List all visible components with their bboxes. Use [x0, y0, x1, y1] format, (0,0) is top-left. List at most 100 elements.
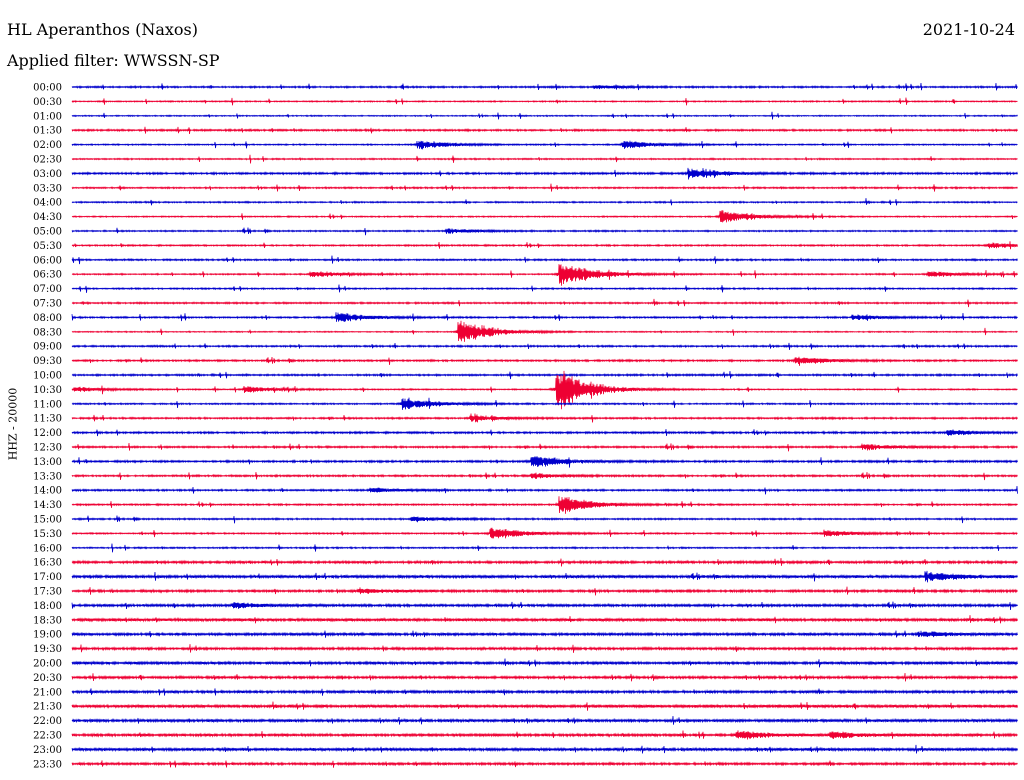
- row-time-label: 10:00: [33, 371, 62, 382]
- row-time-label: 21:00: [33, 687, 62, 698]
- trace-line: [71, 586, 1018, 596]
- trace-line: [71, 356, 1018, 366]
- row-time-label: 10:30: [33, 385, 62, 396]
- trace-line: [71, 688, 1018, 696]
- row-time-label: 02:30: [33, 155, 62, 166]
- trace-line: [71, 264, 1018, 286]
- trace-line: [71, 570, 1018, 583]
- trace-line: [71, 658, 1018, 668]
- row-time-label: 07:00: [33, 284, 62, 295]
- row-time-label: 23:00: [33, 745, 62, 756]
- row-time-label: 14:00: [33, 486, 62, 497]
- trace-line: [71, 701, 1018, 711]
- row-time-label: 19:30: [33, 644, 62, 655]
- trace-line: [71, 371, 1018, 380]
- row-time-label: 19:00: [33, 630, 62, 641]
- row-time-label: 11:30: [33, 414, 62, 425]
- trace-line: [71, 241, 1018, 250]
- trace-line: [71, 227, 1018, 236]
- row-time-label: 15:00: [33, 515, 62, 526]
- trace-line: [71, 97, 1018, 106]
- date-label: 2021-10-24: [922, 20, 1015, 39]
- row-time-label: 08:30: [33, 327, 62, 338]
- trace-line: [71, 543, 1018, 553]
- row-time-label: 05:00: [33, 227, 62, 238]
- trace-line: [71, 558, 1018, 567]
- row-time-label: 14:30: [33, 500, 62, 511]
- row-time-label: 13:30: [33, 471, 62, 482]
- trace-line: [71, 601, 1018, 611]
- trace-line: [71, 126, 1018, 135]
- trace-line: [71, 615, 1018, 624]
- row-time-label: 12:00: [33, 428, 62, 439]
- row-time-label: 04:30: [33, 212, 62, 223]
- trace-line: [71, 486, 1018, 495]
- row-time-label: 08:00: [33, 313, 62, 324]
- row-time-label: 06:30: [33, 270, 62, 281]
- trace-line: [71, 429, 1018, 437]
- row-time-label: 15:30: [33, 529, 62, 540]
- row-time-label: 03:30: [33, 183, 62, 194]
- trace-line: [71, 630, 1018, 638]
- row-time-label: 12:30: [33, 443, 62, 454]
- row-time-label: 03:00: [33, 169, 62, 180]
- row-time-label: 16:00: [33, 543, 62, 554]
- trace-line: [71, 456, 1018, 468]
- row-time-label: 04:00: [33, 198, 62, 209]
- row-time-label: 22:00: [33, 716, 62, 727]
- trace-line: [71, 442, 1018, 452]
- row-time-label: 11:00: [33, 399, 62, 410]
- trace-line: [71, 82, 1018, 91]
- trace-line: [71, 472, 1018, 481]
- row-time-label: 01:00: [33, 111, 62, 122]
- row-time-label: 21:30: [33, 702, 62, 713]
- trace-line: [71, 210, 1018, 223]
- trace-line: [71, 515, 1018, 524]
- trace-line: [71, 644, 1018, 653]
- trace-line: [71, 154, 1018, 164]
- trace-line: [71, 320, 1018, 342]
- trace-line: [71, 527, 1018, 539]
- row-time-label: 17:30: [33, 587, 62, 598]
- trace-line: [71, 167, 1018, 180]
- row-time-label: 20:00: [33, 659, 62, 670]
- row-time-label: 00:00: [33, 83, 62, 94]
- trace-line: [71, 255, 1018, 265]
- row-time-label: 01:30: [33, 126, 62, 137]
- row-time-label: 02:00: [33, 140, 62, 151]
- trace-line: [71, 397, 1018, 410]
- row-time-label: 05:30: [33, 241, 62, 252]
- trace-line: [71, 496, 1018, 514]
- trace-line: [71, 370, 1018, 410]
- trace-line: [71, 312, 1018, 322]
- row-time-label: 09:30: [33, 356, 62, 367]
- filter-label: Applied filter: WWSSN-SP: [7, 51, 220, 70]
- row-time-label: 09:00: [33, 342, 62, 353]
- row-time-label: 22:30: [33, 731, 62, 742]
- station-title: HL Aperanthos (Naxos): [7, 20, 198, 39]
- trace-line: [71, 730, 1018, 740]
- trace-line: [71, 298, 1018, 308]
- row-time-label: 06:00: [33, 255, 62, 266]
- trace-line: [71, 716, 1018, 725]
- row-time-label: 16:30: [33, 558, 62, 569]
- trace-line: [71, 198, 1018, 206]
- trace-line: [71, 672, 1018, 682]
- trace-line: [71, 744, 1018, 754]
- row-time-label: 17:00: [33, 572, 62, 583]
- row-time-label: 20:30: [33, 673, 62, 684]
- row-time-label: 13:00: [33, 457, 62, 468]
- trace-line: [71, 413, 1018, 423]
- trace-line: [71, 342, 1018, 350]
- row-time-label: 00:30: [33, 97, 62, 108]
- row-time-label: 07:30: [33, 299, 62, 310]
- trace-line: [71, 760, 1018, 768]
- row-time-label: 18:00: [33, 601, 62, 612]
- trace-line: [71, 140, 1018, 150]
- row-time-label: 23:30: [33, 759, 62, 770]
- trace-line: [71, 183, 1018, 192]
- trace-line: [71, 111, 1018, 120]
- row-time-label: 18:30: [33, 615, 62, 626]
- trace-line: [71, 284, 1018, 293]
